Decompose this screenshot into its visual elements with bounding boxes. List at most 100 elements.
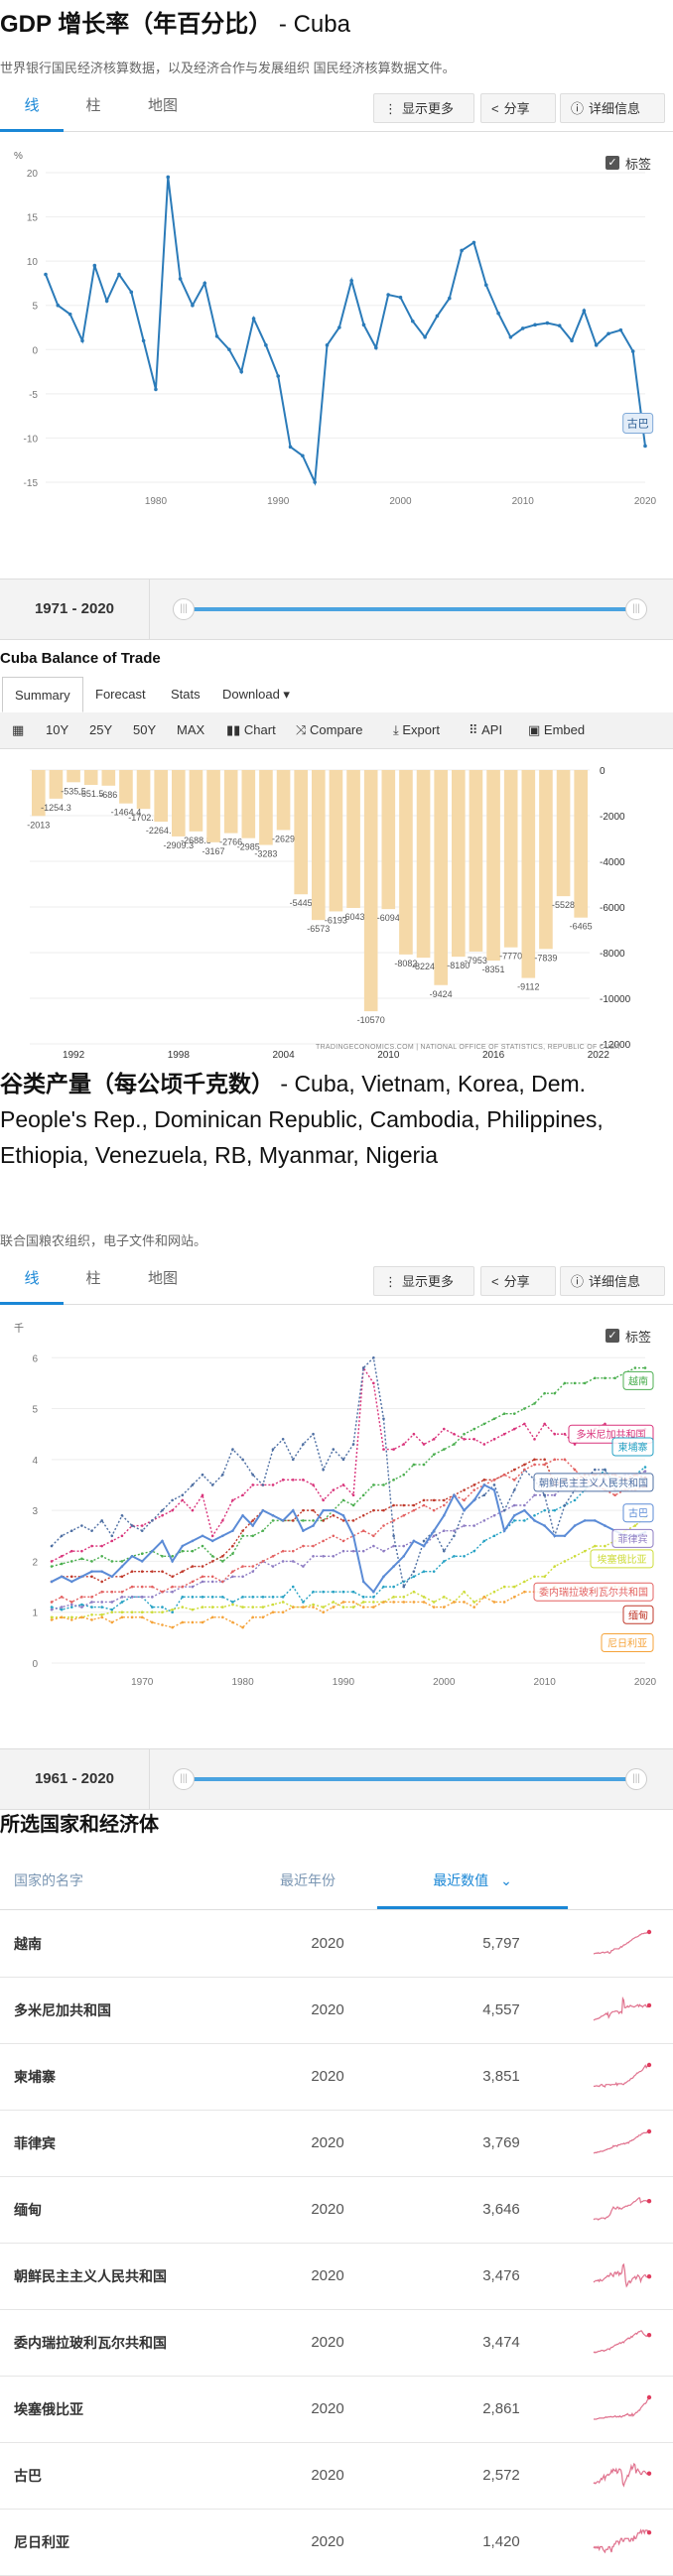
cereal-range-start-handle[interactable]: ||| [173,1768,195,1790]
series-end-label: 古巴 [627,417,649,430]
data-label: -8082 [394,959,417,968]
label-toggle-checkbox[interactable]: ✓ [606,1329,619,1343]
data-point [239,369,244,374]
data-point [402,1473,406,1477]
data-point [110,1610,114,1614]
data-label: -1464.4 [111,808,142,818]
range-10y-button[interactable]: 10Y [46,722,69,737]
series-end-label-box [590,1549,654,1569]
country-name[interactable]: 古巴 [14,2467,42,2484]
data-point [604,1468,606,1472]
tab-bar[interactable]: 柱 [85,97,101,114]
table-row[interactable]: 柬埔寨 2020 3,851 [0,2043,673,2111]
data-label: -9424 [430,989,453,999]
data-point [472,1483,475,1486]
column-header-name[interactable]: 国家的名字 [14,1872,83,1888]
data-point [130,1615,134,1619]
data-point [533,1513,536,1517]
series-end-label-box [611,1528,654,1548]
data-point [140,1552,144,1556]
table-row[interactable]: 菲律宾 2020 3,769 [0,2110,673,2177]
range-25y-button[interactable]: 25Y [89,722,113,737]
table-row[interactable]: 缅甸 2020 3,646 [0,2176,673,2244]
country-name[interactable]: 朝鲜民主主义人民共和国 [14,2267,167,2284]
column-header-value[interactable]: 最近数值 ⌄ [377,1852,568,1909]
y-tick-label: -8000 [600,949,625,960]
country-name[interactable]: 埃塞俄比亚 [14,2400,83,2417]
range-max-button[interactable]: MAX [177,722,205,737]
tab-line[interactable]: 线 [0,83,64,132]
trade-tab-forecast[interactable]: Forecast [95,687,146,702]
tab-map[interactable]: 地图 [147,97,178,114]
share-button[interactable]: < 分享 [480,93,556,123]
data-point [512,1412,516,1415]
table-row[interactable]: 多米尼加共和国 2020 4,557 [0,1977,673,2044]
data-point [161,1508,164,1512]
calendar-icon[interactable]: ▦ [12,722,25,737]
data-point [594,1468,597,1472]
trade-tab-stats[interactable]: Stats [171,687,201,702]
gdp-range-start-handle[interactable]: ||| [173,598,195,620]
data-point [382,1417,385,1421]
cereal-range-slider-track[interactable] [179,1777,633,1781]
sparkline-path [593,2528,650,2554]
compare-button[interactable]: ⤨ Compare [296,712,362,748]
country-name[interactable]: 多米尼加共和国 [14,2001,111,2018]
share-button[interactable]: < 分享 [480,1266,556,1296]
table-row[interactable]: 尼日利亚 2020 1,420 [0,2509,673,2576]
data-point [231,1603,234,1607]
data-point [573,1468,577,1472]
details-button[interactable]: ⓘ 详细信息 [560,93,665,123]
data-point [412,1508,416,1512]
sparkline-end-dot [646,2002,652,2008]
data-point [154,387,158,392]
country-name[interactable]: 缅甸 [14,2201,42,2218]
label-toggle-checkbox[interactable]: ✓ [606,156,619,170]
table-row[interactable]: 朝鲜民主主义人民共和国 2020 3,476 [0,2243,673,2310]
show-more-button[interactable]: ⋮ 显示更多 [373,93,474,123]
table-row[interactable]: 委内瑞拉玻利瓦尔共和国 2020 3,474 [0,2309,673,2377]
country-name[interactable]: 柬埔寨 [14,2068,56,2085]
data-point [191,1580,195,1584]
range-50y-button[interactable]: 50Y [133,722,157,737]
tab-bar[interactable]: 柱 [85,1270,101,1287]
details-button[interactable]: ⓘ 详细信息 [560,1266,665,1296]
gdp-range-end-handle[interactable]: ||| [625,598,647,620]
table-row[interactable]: 埃塞俄比亚 2020 2,861 [0,2376,673,2443]
chart-button[interactable]: ▮▮ Chart [226,712,276,748]
data-point [341,1519,345,1522]
data-point [302,1565,305,1568]
data-point [543,1508,546,1512]
column-header-year[interactable]: 最近年份 [280,1872,336,1888]
country-name[interactable]: 尼日利亚 [14,2533,69,2550]
data-point [241,1513,244,1517]
series-line [51,1466,646,1613]
sparkline [593,1929,652,1955]
embed-button[interactable]: ▣ Embed [528,712,585,748]
cereal-range-end-handle[interactable]: ||| [625,1768,647,1790]
x-tick-label: 1970 [131,1677,154,1688]
table-row[interactable]: 古巴 2020 2,572 [0,2442,673,2510]
export-button[interactable]: ⤓ Export [393,712,440,748]
data-point [231,1552,234,1556]
data-point [512,1468,516,1472]
data-point [402,1585,406,1589]
country-name[interactable]: 越南 [14,1935,42,1952]
data-point [241,1575,244,1579]
gdp-range-slider-track[interactable] [179,607,633,611]
data-point [80,1575,83,1579]
table-row[interactable]: 越南 2020 5,797 [0,1910,673,1978]
tab-line[interactable]: 线 [0,1256,64,1305]
data-point [372,1601,375,1604]
show-more-button[interactable]: ⋮ 显示更多 [373,1266,474,1296]
country-name[interactable]: 菲律宾 [14,2134,56,2151]
trade-tab-summary[interactable]: Summary [2,677,83,712]
trade-tab-download[interactable]: Download ▾ [222,687,290,702]
data-point [251,1524,255,1527]
country-name[interactable]: 委内瑞拉玻利瓦尔共和国 [14,2334,167,2351]
api-button[interactable]: ⠿ API [469,712,502,748]
data-point [633,1524,637,1527]
tab-map[interactable]: 地图 [147,1270,178,1287]
data-point [80,338,84,343]
data-point [231,1570,234,1573]
